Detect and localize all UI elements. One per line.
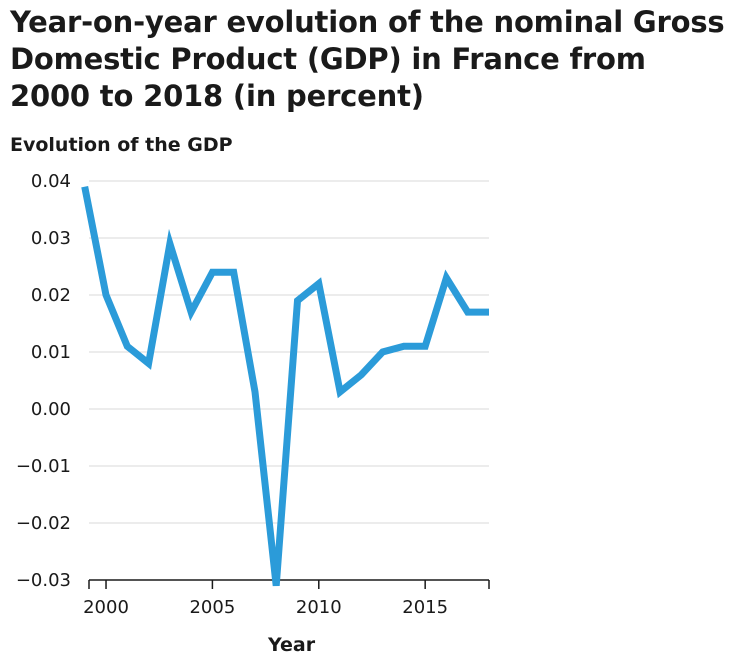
- y-axis-ticks: 0.04 0.03 0.02 0.01 0.00 −0.01 −0.02 −0.03: [16, 171, 71, 591]
- y-tick-label: 0.04: [31, 171, 71, 192]
- x-tick-label: 2000: [83, 597, 129, 618]
- series-line: [81, 186, 489, 587]
- chart-title: Year-on-year evolution of the nominal Gr…: [10, 5, 725, 113]
- x-tick-label: 2010: [296, 597, 342, 618]
- y-tick-label: −0.01: [16, 456, 71, 477]
- y-tick-label: 0.02: [31, 285, 71, 306]
- y-tick-label: 0.03: [31, 228, 71, 249]
- x-tick-label: 2015: [402, 597, 448, 618]
- y-axis-label: Evolution of the GDP: [10, 134, 233, 156]
- y-tick-label: −0.02: [16, 513, 71, 534]
- y-tick-label: −0.03: [16, 570, 71, 591]
- y-tick-label: 0.00: [31, 399, 71, 420]
- x-axis: 2000 2005 2010 2015: [83, 579, 490, 618]
- series-layer: [81, 186, 489, 587]
- x-tick-label: 2005: [189, 597, 235, 618]
- y-tick-label: 0.01: [31, 342, 71, 363]
- x-axis-label: Year: [268, 634, 316, 656]
- grid-lines: [89, 180, 489, 524]
